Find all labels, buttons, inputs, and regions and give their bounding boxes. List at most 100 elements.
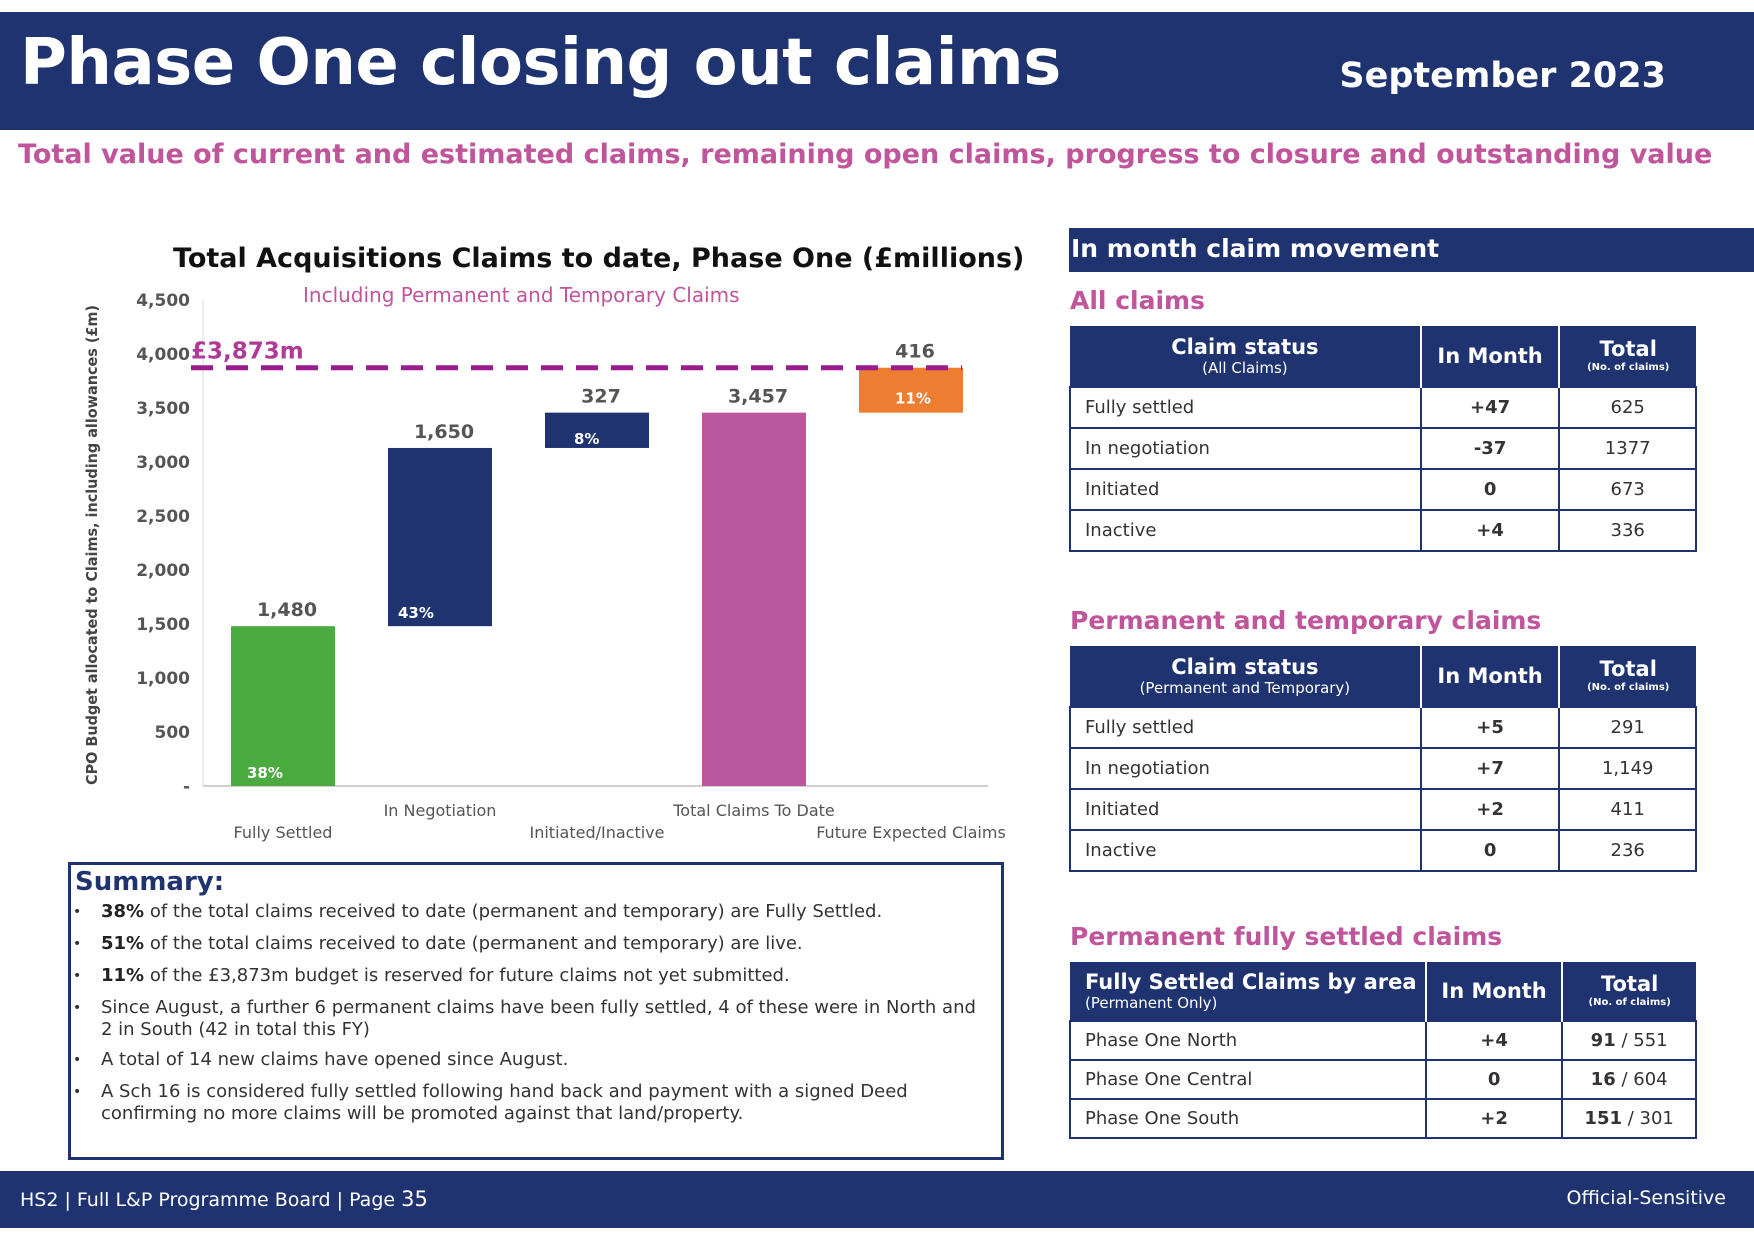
status-cell: Inactive <box>1069 509 1422 552</box>
table-row: In negotiation +7 1,149 <box>1069 747 1697 790</box>
summary-item-highlight: 38% <box>101 901 145 922</box>
perm-settled-table: Fully Settled Claims by area (Permanent … <box>1069 962 1697 1139</box>
total-cell: 91 / 551 <box>1561 1020 1697 1061</box>
percent-label: 38% <box>247 764 283 782</box>
table-row: Fully settled +47 625 <box>1069 386 1697 429</box>
chart-subtitle: Including Permanent and Temporary Claims <box>303 283 740 307</box>
col-total: Total (No. of claims) <box>1558 646 1696 707</box>
summary-box: Summary: • 38% of the total claims receiv… <box>68 862 1004 1160</box>
page-subtitle: Total value of current and estimated cla… <box>18 139 1713 170</box>
category-label: Future Expected Claims <box>816 823 1006 842</box>
page-number: 35 <box>401 1187 428 1211</box>
summary-item-body: of the total claims received to date (pe… <box>144 933 803 954</box>
budget-label: £3,873m <box>191 339 304 365</box>
table-row: Initiated +2 411 <box>1069 788 1697 831</box>
chart-title: Total Acquisitions Claims to date, Phase… <box>173 243 1025 274</box>
title-banner: Phase One closing out claims September 2… <box>0 12 1754 130</box>
summary-item-text: A total of 14 new claims have opened sin… <box>101 1049 991 1071</box>
y-tick-label: 4,500 <box>136 291 190 311</box>
y-tick-label: 2,500 <box>136 507 190 527</box>
y-tick-label: 1,500 <box>136 615 190 635</box>
col-claim-status: Claim status (Permanent and Temporary) <box>1070 646 1421 707</box>
summary-item-text: 51% of the total claims received to date… <box>101 933 991 955</box>
col-total-label: Total <box>1599 337 1657 361</box>
bar <box>702 412 806 786</box>
page-title: Phase One closing out claims <box>20 26 1061 100</box>
waterfall-chart: - 500 1,000 1,500 2,000 2,500 3,000 3,500 4,000 4… <box>83 291 1006 842</box>
total-cell: 411 <box>1558 788 1697 831</box>
status-cell: In negotiation <box>1069 427 1422 470</box>
bullet-icon: • <box>73 904 82 920</box>
total-cell: 1377 <box>1558 427 1697 470</box>
data-label: 1,480 <box>257 599 317 621</box>
footer-left: HS2 | Full L&P Programme Board | Page 35 <box>20 1187 428 1211</box>
table-row: Phase One South +2 151 / 301 <box>1069 1098 1697 1139</box>
bullet-icon: • <box>73 1084 82 1100</box>
in-month-cell: -37 <box>1419 427 1561 470</box>
col-total: Total (No. of claims) <box>1558 326 1696 387</box>
summary-item-body: A Sch 16 is considered fully settled fol… <box>101 1081 908 1124</box>
total-count: / 551 <box>1615 1030 1668 1051</box>
col-area-label: Fully Settled Claims by area <box>1085 970 1417 994</box>
y-tick-label: 500 <box>155 723 191 743</box>
y-tick-label: 1,000 <box>136 669 190 689</box>
bullet-icon: • <box>73 1052 82 1068</box>
col-in-month: In Month <box>1419 326 1560 387</box>
total-count: / 301 <box>1622 1108 1674 1129</box>
data-label: 1,650 <box>414 421 474 443</box>
summary-item-text: 11% of the £3,873m budget is reserved fo… <box>101 965 991 987</box>
total-cell: 673 <box>1558 468 1697 511</box>
y-tick-label: 4,000 <box>136 345 190 365</box>
classification-label: Official-Sensitive <box>1566 1187 1726 1209</box>
all-claims-title: All claims <box>1070 286 1205 315</box>
bar <box>231 626 335 786</box>
in-month-cell: 0 <box>1419 829 1561 872</box>
category-label: Fully Settled <box>234 823 333 842</box>
in-month-cell: +4 <box>1419 509 1561 552</box>
settled-count: 151 <box>1584 1108 1622 1129</box>
report-date: September 2023 <box>1339 56 1666 96</box>
total-count: / 604 <box>1615 1069 1668 1090</box>
summary-item-text: 38% of the total claims received to date… <box>101 901 991 923</box>
movement-header-label: In month claim movement <box>1071 234 1440 263</box>
col-area-sub: (Permanent Only) <box>1085 994 1218 1012</box>
in-month-cell: +47 <box>1419 386 1561 429</box>
col-total-sub: (No. of claims) <box>1587 682 1670 693</box>
total-cell: 1,149 <box>1558 747 1697 790</box>
bar <box>859 367 963 413</box>
col-in-month: In Month <box>1424 962 1563 1021</box>
col-claim-status-label: Claim status <box>1171 655 1319 679</box>
col-in-month-label: In Month <box>1441 979 1547 1003</box>
table-row: In negotiation -37 1377 <box>1069 427 1697 470</box>
col-area: Fully Settled Claims by area (Permanent … <box>1070 962 1426 1021</box>
percent-label: 11% <box>895 390 931 408</box>
in-month-cell: +2 <box>1424 1098 1564 1139</box>
total-cell: 16 / 604 <box>1561 1059 1697 1100</box>
status-cell: Initiated <box>1069 468 1422 511</box>
summary-item-text: Since August, a further 6 permanent clai… <box>101 997 991 1041</box>
in-month-cell: +4 <box>1424 1020 1564 1061</box>
summary-item-body: A total of 14 new claims have opened sin… <box>101 1049 569 1070</box>
total-cell: 625 <box>1558 386 1697 429</box>
in-month-cell: 0 <box>1419 468 1561 511</box>
col-claim-status-sub: (All Claims) <box>1202 359 1288 377</box>
table-row: Inactive +4 336 <box>1069 509 1697 552</box>
summary-item-highlight: 51% <box>101 933 145 954</box>
status-cell: Fully settled <box>1069 706 1422 749</box>
summary-item-body: Since August, a further 6 permanent clai… <box>101 997 976 1040</box>
status-cell: In negotiation <box>1069 747 1422 790</box>
status-cell: Initiated <box>1069 788 1422 831</box>
col-in-month-label: In Month <box>1437 664 1543 688</box>
bullet-icon: • <box>73 968 82 984</box>
col-total-label: Total <box>1599 657 1657 681</box>
status-cell: Inactive <box>1069 829 1422 872</box>
status-cell: Phase One North <box>1069 1020 1427 1061</box>
table-row: Initiated 0 673 <box>1069 468 1697 511</box>
summary-item-body: of the total claims received to date (pe… <box>144 901 883 922</box>
footer-programme: HS2 | Full L&P Programme Board | Page <box>20 1189 396 1211</box>
data-label: 327 <box>581 386 621 408</box>
table-row: Inactive 0 236 <box>1069 829 1697 872</box>
col-in-month: In Month <box>1419 646 1560 707</box>
category-label: Total Claims To Date <box>672 801 835 820</box>
status-cell: Phase One South <box>1069 1098 1427 1139</box>
